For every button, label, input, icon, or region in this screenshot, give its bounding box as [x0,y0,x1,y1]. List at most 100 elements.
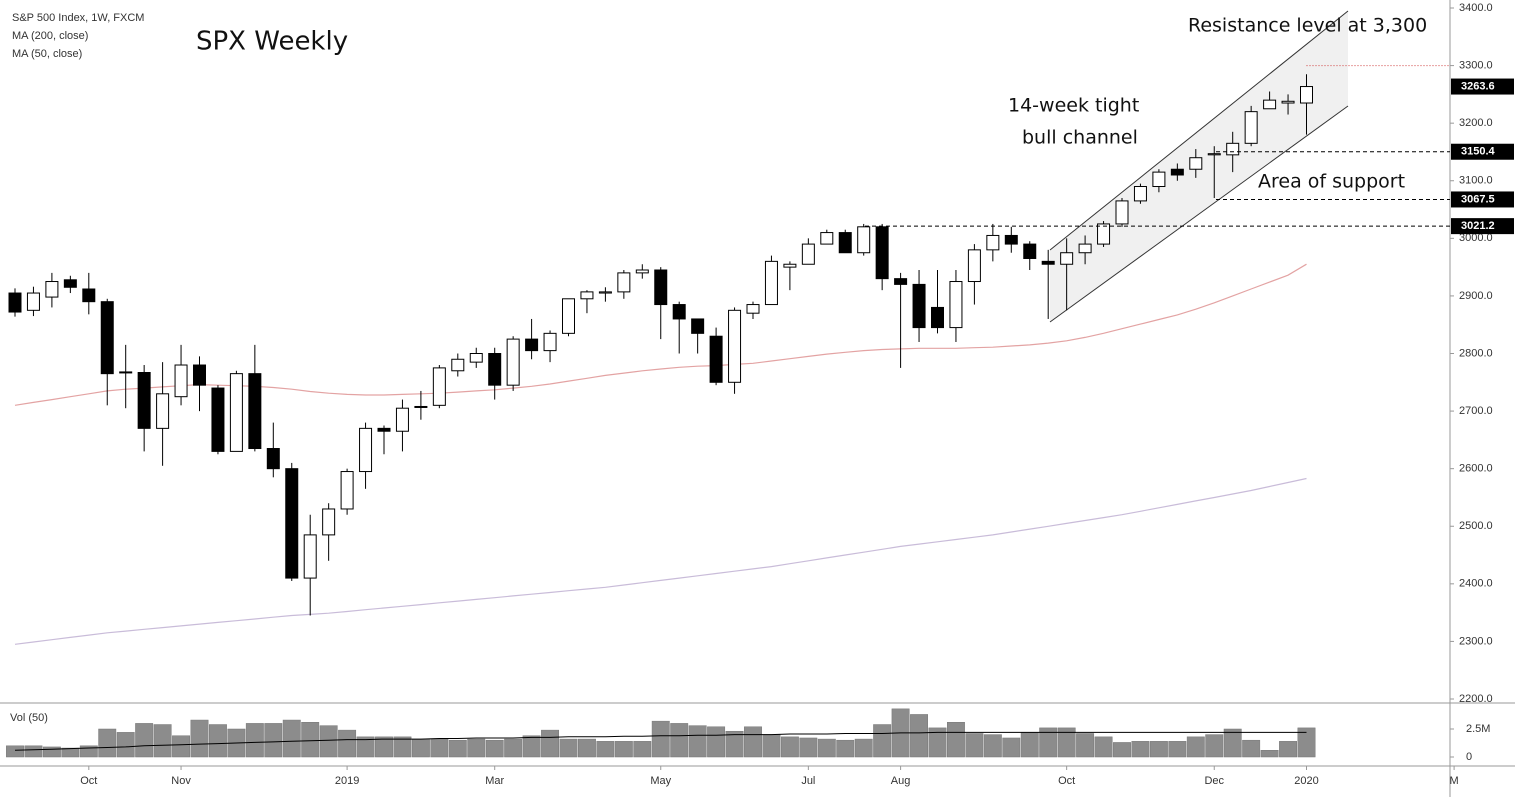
candle-body [728,309,742,383]
candle-body [488,353,502,386]
volume-bar [282,719,301,758]
y-tick-label: 2900.0 [1459,290,1493,302]
volume-bar [1168,741,1187,758]
volume-bar [448,739,467,758]
volume-title: Vol (50) [10,712,48,724]
y-tick-label: 0 [1466,751,1472,763]
volume-bar [1186,736,1205,758]
legend-entry: MA (50, close) [12,48,82,60]
y-tick-label: 3400.0 [1459,2,1493,14]
volume-bar [541,729,559,758]
price-label-box [1451,143,1514,160]
volume-bar [504,738,523,758]
x-tick-label: Dec [1204,775,1224,787]
volume-bar [411,738,430,758]
x-tick-label: Aug [891,775,911,787]
y-tick-label: 2200.0 [1459,693,1493,705]
x-tick-label: 2019 [335,775,359,787]
volume-bar [172,735,191,758]
price-label-box [1451,218,1514,235]
candle-body [931,306,944,329]
volume-bar [24,745,43,758]
volume-bar [947,722,965,758]
y-tick-label: 3200.0 [1459,117,1493,129]
volume-bar [965,733,984,758]
candle-body [709,335,723,383]
candle-body [211,387,225,452]
candle-body [912,283,926,329]
volume-bar [670,723,689,758]
candle-body [967,249,981,283]
volume-bar [836,739,855,758]
candle-body [395,407,409,432]
volume-bar [430,738,449,758]
volume-bar [153,724,172,758]
volume-bar [873,724,892,758]
candle-body [137,372,151,429]
candle-body [322,508,336,536]
volume-bar [928,727,947,758]
candle-body [820,232,834,245]
candle-body [100,301,114,375]
legend-entry: MA (200, close) [12,30,88,42]
candle-body [1263,99,1277,110]
y-tick-label: 2800.0 [1459,347,1493,359]
volume-bar [799,737,818,758]
volume-bar [596,741,615,758]
volume-bar [375,736,393,758]
volume-bar [245,723,264,758]
volume-bar [559,738,578,758]
candle-body [414,405,428,408]
candle-body [764,260,778,306]
volume-bar [116,732,135,758]
candle-body [26,292,40,311]
y-tick-label: 2400.0 [1459,578,1493,590]
candle-body [248,373,262,450]
chart-subtitle: S&P 500 Index, 1W, FXCM [12,12,144,24]
candle-body [1300,86,1313,104]
candle-body [1207,153,1221,156]
channel-lower [1049,105,1349,323]
volume-bar [1205,734,1224,758]
candle-body [1244,111,1258,144]
candle-body [746,304,760,314]
volume-bar [817,738,836,758]
candle-body [229,373,243,452]
candle-body [1226,142,1240,156]
volume-bar [1002,737,1021,758]
volume-bar [42,746,61,758]
candle-body [654,269,668,306]
y-tick-label: 3100.0 [1459,175,1493,187]
candle-body [1152,171,1166,188]
volume-bar [983,734,1002,758]
channel-upper [1049,10,1349,251]
y-tick-label: 2600.0 [1459,463,1493,475]
candle-body [63,279,77,288]
price-label-box [1451,191,1514,208]
candle-body [1097,223,1111,245]
x-tick-label: Oct [1058,775,1075,787]
last-price-box [1451,78,1514,95]
candle-body [672,304,686,320]
annotation: Area of support [1258,171,1405,193]
candle-body [359,427,373,473]
volume-bar [633,741,652,758]
x-tick-label: Nov [171,775,191,787]
candle-body [635,269,649,274]
volume-bar [1260,750,1279,758]
candle-body [838,232,852,254]
candle-body [525,338,539,352]
candle-body [193,364,206,386]
candle-body [432,367,446,406]
volume-bar [79,745,98,758]
candle-body [377,427,391,432]
volume-bar [485,739,504,758]
candle-body [1060,252,1074,265]
volume-bar [319,725,338,758]
candle-body [580,291,594,300]
volume-bar [301,722,320,758]
candle-body [451,358,465,372]
plot: 3400.0 3300.0 3200.0 3100.0 3000.0 2900.0 2800… [6,2,1514,787]
